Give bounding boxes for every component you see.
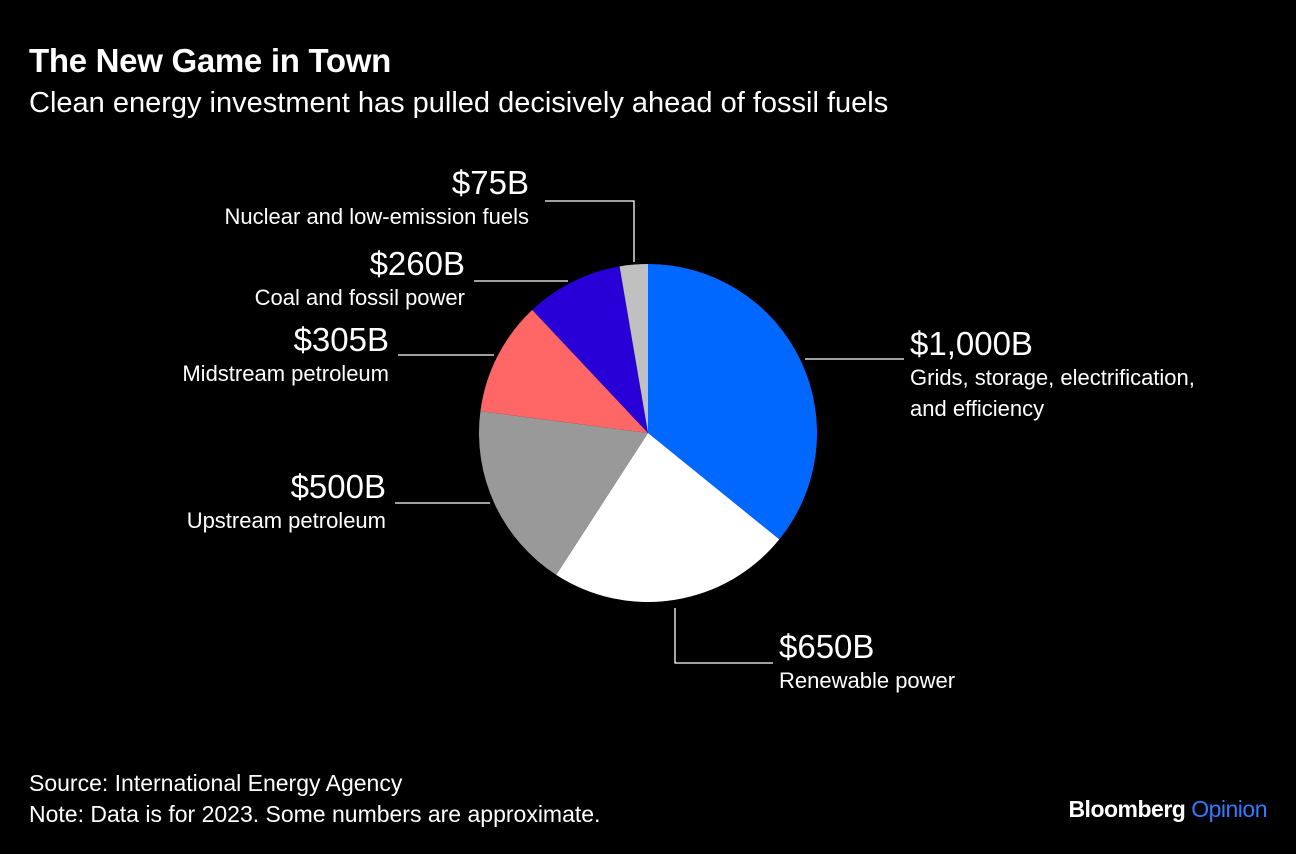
slice-label-midstream-petroleum: $305B Midstream petroleum xyxy=(182,321,494,386)
pie-slice-coal-and-fossil-power xyxy=(532,266,648,433)
leader-line xyxy=(545,200,635,262)
slice-label-coal-and-fossil-power: $260B Coal and fossil power xyxy=(255,245,568,310)
chart-subtitle: Clean energy investment has pulled decis… xyxy=(29,87,889,119)
value-label: $500B xyxy=(291,468,386,505)
slice-label-renewable-power: $650B Renewable power xyxy=(674,608,955,693)
pie-slice-grids-storage-electrification-and-efficiency xyxy=(648,264,818,540)
pie-slice-renewable-power xyxy=(556,433,780,602)
value-label: $305B xyxy=(294,321,389,358)
value-label: $1,000B xyxy=(910,325,1033,362)
category-label: Midstream petroleum xyxy=(182,361,389,386)
category-label: Nuclear and low-emission fuels xyxy=(225,204,529,229)
slice-label-nuclear-and-low-emission-fuels: $75B Nuclear and low-emission fuels xyxy=(225,164,635,262)
logo-section: Opinion xyxy=(1191,796,1267,822)
pie-slice-midstream-petroleum xyxy=(480,309,648,433)
category-label: Grids, storage, electrification, and effi… xyxy=(910,365,1195,421)
data-note: Note: Data is for 2023. Some numbers are… xyxy=(29,801,601,827)
value-label: $75B xyxy=(452,164,529,201)
category-label: Upstream petroleum xyxy=(187,508,386,533)
leader-line xyxy=(674,608,773,664)
slice-label-upstream-petroleum: $500B Upstream petroleum xyxy=(187,468,490,533)
source-note: Source: International Energy Agency xyxy=(29,770,403,796)
logo-brand: Bloomberg xyxy=(1068,796,1186,822)
value-label: $650B xyxy=(779,628,874,665)
pie-slice-upstream-petroleum xyxy=(478,411,648,575)
bloomberg-opinion-logo: Bloomberg Opinion xyxy=(1068,796,1267,823)
category-label: Coal and fossil power xyxy=(255,285,465,310)
value-label: $260B xyxy=(370,245,465,282)
chart-title: The New Game in Town xyxy=(29,42,391,79)
pie-slice-nuclear-and-low-emission-fuels xyxy=(619,264,648,433)
category-label: Renewable power xyxy=(779,668,955,693)
